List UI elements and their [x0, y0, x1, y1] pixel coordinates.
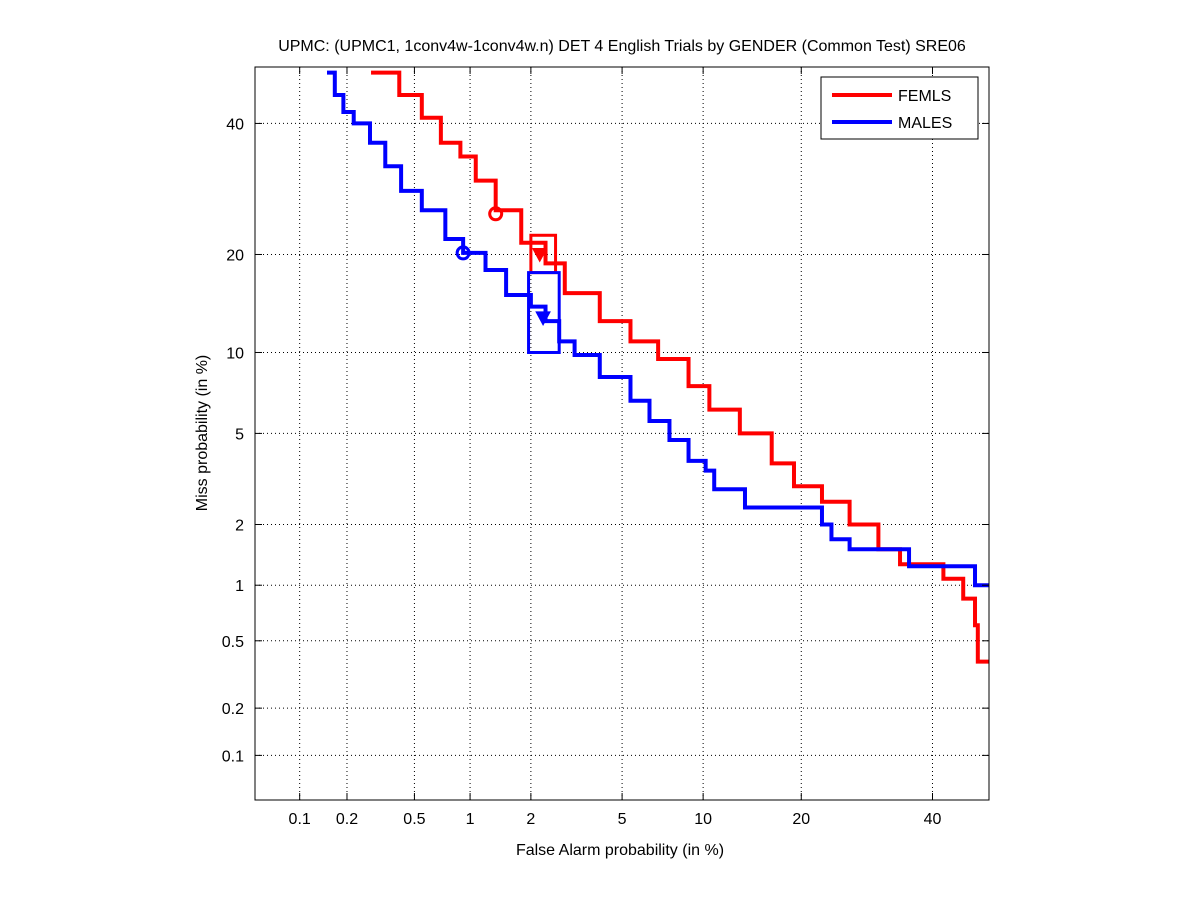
- x-tick-label: 40: [924, 811, 942, 828]
- y-tick-label: 40: [226, 116, 244, 133]
- x-axis-label: False Alarm probability (in %): [516, 842, 724, 859]
- min-dcf-marker-femls: [488, 206, 504, 222]
- x-tick-label: 0.2: [336, 811, 358, 828]
- y-axis-label: Miss probability (in %): [194, 355, 211, 511]
- grid: [255, 67, 989, 800]
- y-tick-label: 5: [235, 426, 244, 443]
- det-curve-femls: [371, 70, 989, 664]
- chart-title: UPMC: (UPMC1, 1conv4w-1conv4w.n) DET 4 E…: [278, 38, 966, 55]
- x-tick-label: 20: [792, 811, 810, 828]
- x-tick-label: 0.5: [403, 811, 425, 828]
- legend-label-femls: FEMLS: [898, 88, 951, 105]
- y-tick-label: 10: [226, 345, 244, 362]
- y-tick-label: 0.2: [222, 701, 244, 718]
- legend-box: [820, 76, 979, 140]
- series-layer: [327, 70, 989, 664]
- y-axis: 0.1 0.2 0.5 1 2 5 10 20 40: [222, 116, 989, 765]
- x-tick-label: 0.1: [289, 811, 311, 828]
- act-dcf-marker-males: [535, 311, 551, 326]
- x-tick-label: 1: [466, 811, 475, 828]
- x-tick-label: 10: [694, 811, 712, 828]
- x-tick-label: 5: [618, 811, 627, 828]
- y-tick-label: 0.5: [222, 634, 244, 651]
- y-tick-label: 20: [226, 247, 244, 264]
- det-curve-males: [327, 70, 989, 588]
- y-tick-label: 0.1: [222, 748, 244, 765]
- x-axis: 0.1 0.2 0.5 1 2 5 10 20 40: [289, 67, 942, 828]
- act-dcf-marker-femls: [531, 247, 548, 263]
- plot-frame: [254, 66, 990, 801]
- y-tick-label: 1: [235, 578, 244, 595]
- legend-label-males: MALES: [898, 115, 952, 132]
- confidence-box-males: [527, 271, 561, 354]
- y-tick-label: 2: [235, 517, 244, 534]
- min-dcf-marker-males: [455, 245, 471, 261]
- x-tick-label: 2: [526, 811, 535, 828]
- legend: FEMLS MALES: [820, 76, 979, 140]
